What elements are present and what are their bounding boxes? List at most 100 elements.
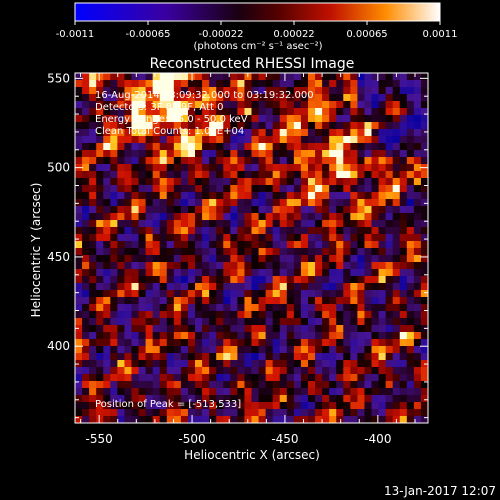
heatmap-cell bbox=[385, 73, 394, 81]
heatmap-cell bbox=[420, 318, 428, 326]
heatmap-cell bbox=[329, 353, 337, 361]
heatmap-cell bbox=[138, 388, 146, 396]
heatmap-cell bbox=[357, 87, 365, 95]
heatmap-cell bbox=[230, 150, 238, 158]
heatmap-cell bbox=[180, 234, 189, 242]
heatmap-cell bbox=[336, 290, 344, 298]
heatmap-cell bbox=[152, 367, 161, 375]
heatmap-cell bbox=[124, 381, 132, 389]
heatmap-cell bbox=[336, 353, 344, 361]
heatmap-cell bbox=[173, 213, 182, 221]
heatmap-cell bbox=[124, 353, 132, 361]
heatmap-cell bbox=[272, 227, 281, 235]
heatmap-cell bbox=[89, 220, 97, 228]
heatmap-cell bbox=[138, 360, 146, 368]
heatmap-cell bbox=[187, 360, 196, 368]
heatmap-cell bbox=[265, 115, 274, 123]
heatmap-cell bbox=[357, 213, 365, 221]
heatmap-cell bbox=[117, 276, 125, 284]
heatmap-cell bbox=[75, 332, 83, 340]
heatmap-cell bbox=[315, 234, 323, 242]
heatmap-cell bbox=[202, 94, 210, 102]
heatmap-cell bbox=[251, 255, 259, 263]
heatmap-cell bbox=[392, 346, 401, 354]
heatmap-cell bbox=[230, 290, 238, 298]
heatmap-cell bbox=[152, 409, 161, 417]
heatmap-cell bbox=[279, 241, 288, 249]
heatmap-cell bbox=[350, 164, 358, 172]
heatmap-cell bbox=[272, 353, 281, 361]
heatmap-cell bbox=[286, 150, 295, 158]
heatmap-cell bbox=[378, 409, 387, 417]
heatmap-cell bbox=[406, 388, 415, 396]
heatmap-cell bbox=[110, 157, 118, 165]
heatmap-cell bbox=[159, 234, 168, 242]
heatmap-cell bbox=[82, 150, 90, 158]
heatmap-cell bbox=[251, 164, 259, 172]
heatmap-cell bbox=[96, 409, 104, 417]
heatmap-cell bbox=[307, 325, 316, 333]
heatmap-cell bbox=[265, 136, 274, 144]
heatmap-cell bbox=[173, 269, 182, 277]
heatmap-cell bbox=[110, 220, 118, 228]
heatmap-cell bbox=[195, 248, 203, 256]
heatmap-cell bbox=[385, 248, 394, 256]
heatmap-cell bbox=[258, 171, 267, 179]
heatmap-cell bbox=[392, 255, 401, 263]
heatmap-cell bbox=[180, 150, 189, 158]
heatmap-cell bbox=[166, 213, 175, 221]
heatmap-cell bbox=[293, 136, 302, 144]
heatmap-cell bbox=[237, 276, 245, 284]
heatmap-cell bbox=[244, 255, 252, 263]
heatmap-cell bbox=[307, 87, 316, 95]
heatmap-cell bbox=[420, 290, 428, 298]
heatmap-cell bbox=[187, 143, 196, 151]
heatmap-cell bbox=[230, 255, 238, 263]
heatmap-cell bbox=[124, 402, 132, 410]
heatmap-cell bbox=[195, 409, 203, 417]
heatmap-cell bbox=[187, 80, 196, 88]
heatmap-cell bbox=[392, 388, 401, 396]
heatmap-cell bbox=[336, 192, 344, 200]
heatmap-cell bbox=[89, 129, 97, 137]
heatmap-cell bbox=[110, 227, 118, 235]
heatmap-cell bbox=[152, 101, 161, 109]
heatmap-cell bbox=[272, 94, 281, 102]
heatmap-cell bbox=[265, 171, 274, 179]
heatmap-cell bbox=[279, 262, 288, 270]
heatmap-cell bbox=[138, 276, 146, 284]
heatmap-cell bbox=[293, 416, 302, 423]
heatmap-cell bbox=[202, 185, 210, 193]
heatmap-cell bbox=[413, 241, 422, 249]
heatmap-cell bbox=[322, 318, 330, 326]
heatmap-cell bbox=[166, 115, 175, 123]
heatmap-cell bbox=[413, 248, 422, 256]
heatmap-cell bbox=[117, 416, 125, 423]
heatmap-cell bbox=[378, 255, 387, 263]
heatmap-cell bbox=[378, 416, 387, 423]
heatmap-cell bbox=[406, 164, 415, 172]
heatmap-cell bbox=[258, 297, 267, 305]
heatmap-cell bbox=[180, 325, 189, 333]
heatmap-cell bbox=[364, 409, 372, 417]
heatmap-cell bbox=[371, 164, 379, 172]
heatmap-cell bbox=[195, 129, 203, 137]
heatmap-cell bbox=[89, 185, 97, 193]
heatmap-cell bbox=[187, 248, 196, 256]
heatmap-cell bbox=[138, 402, 146, 410]
heatmap-cell bbox=[110, 150, 118, 158]
heatmap-cell bbox=[350, 255, 358, 263]
heatmap-cell bbox=[392, 311, 401, 319]
heatmap-cell bbox=[244, 192, 252, 200]
heatmap-cell bbox=[117, 136, 125, 144]
heatmap-cell bbox=[293, 325, 302, 333]
heatmap-cell bbox=[350, 325, 358, 333]
heatmap-cell bbox=[385, 136, 394, 144]
heatmap-cell bbox=[272, 199, 281, 207]
heatmap-cell bbox=[293, 185, 302, 193]
heatmap-cell bbox=[195, 262, 203, 270]
heatmap-cell bbox=[195, 185, 203, 193]
heatmap-cell bbox=[145, 241, 154, 249]
heatmap-cell bbox=[392, 318, 401, 326]
heatmap-cell bbox=[237, 325, 245, 333]
